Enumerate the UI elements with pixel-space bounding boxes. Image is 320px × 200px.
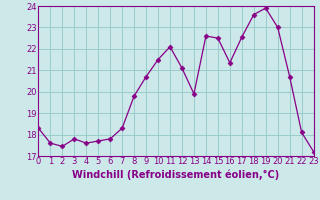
X-axis label: Windchill (Refroidissement éolien,°C): Windchill (Refroidissement éolien,°C) — [72, 169, 280, 180]
